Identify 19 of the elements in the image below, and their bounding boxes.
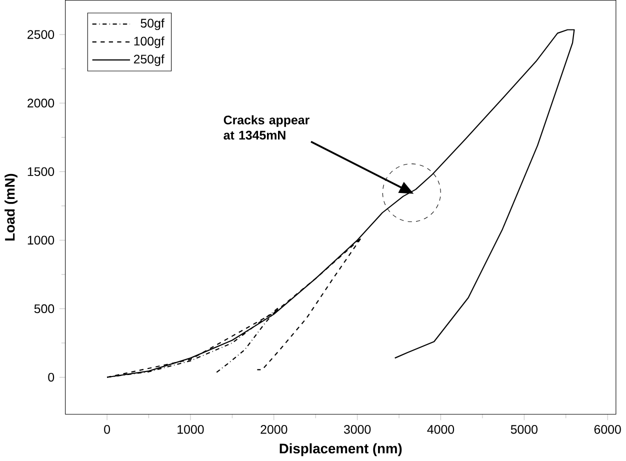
y-axis-title: Load (mN) bbox=[4, 174, 18, 241]
x-tick-label: 1000 bbox=[178, 425, 204, 434]
x-tick-label: 5000 bbox=[510, 425, 538, 434]
y-tick-label: 2000 bbox=[28, 98, 54, 108]
y-tick-label: 1500 bbox=[28, 167, 54, 176]
x-tick-label: 2000 bbox=[260, 425, 288, 434]
annotation: Cracks appear at 1345mN bbox=[224, 115, 310, 140]
x-tick-label: 0 bbox=[104, 425, 110, 434]
legend-label: 100gf bbox=[134, 36, 164, 48]
legend-label: 50gf bbox=[140, 18, 164, 30]
y-tick-label: 0 bbox=[48, 372, 54, 382]
y-tick-label: 1000 bbox=[28, 236, 54, 245]
x-tick-label: 3000 bbox=[344, 425, 371, 434]
y-tick-label: 2500 bbox=[28, 30, 54, 40]
x-axis-title: Displacement (nm) bbox=[280, 443, 402, 456]
y-tick-label: 500 bbox=[34, 304, 54, 314]
x-tick-label: 4000 bbox=[427, 425, 454, 434]
legend-label: 250gf bbox=[134, 54, 164, 66]
x-tick-label: 6000 bbox=[594, 425, 621, 434]
